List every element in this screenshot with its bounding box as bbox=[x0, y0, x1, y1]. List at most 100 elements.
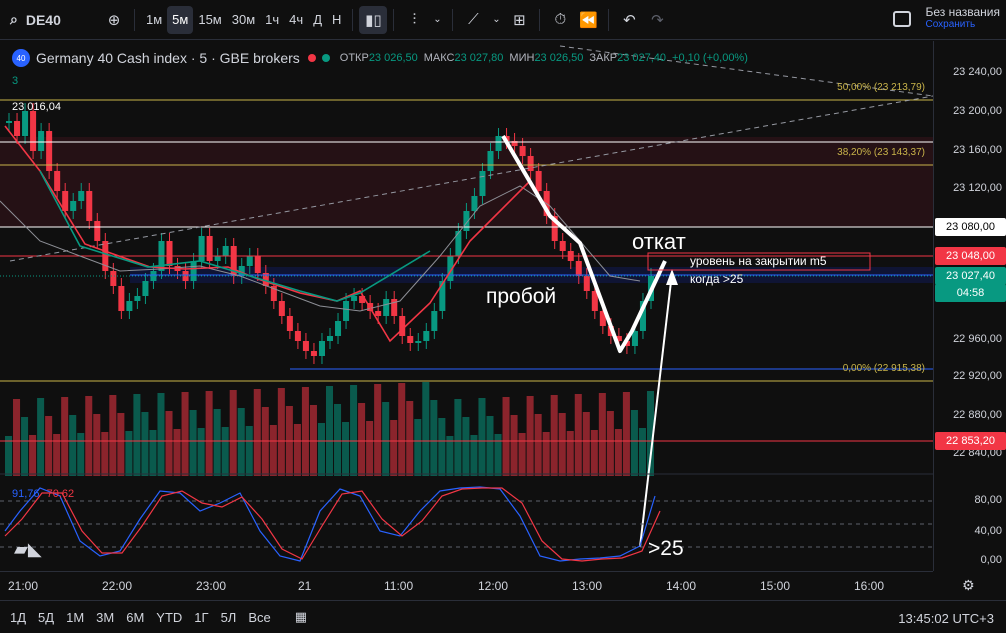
candle bbox=[415, 341, 422, 343]
volume-bar bbox=[590, 430, 598, 476]
volume-bar bbox=[37, 398, 45, 476]
replay-icon[interactable]: ⏪ bbox=[579, 11, 598, 29]
arrow-head bbox=[666, 269, 678, 285]
volume-bar bbox=[598, 393, 606, 476]
plus-circle-icon[interactable]: ⊕ bbox=[107, 11, 121, 29]
symbol-badge: 40 bbox=[12, 49, 30, 67]
indicators-icon[interactable]: ⟋ bbox=[468, 11, 479, 28]
interval-30m[interactable]: 30м bbox=[231, 12, 256, 27]
chevron-down-icon[interactable]: ⌄ bbox=[492, 14, 501, 25]
time-axis[interactable]: 21:00 22:00 23:00 21 11:00 12:00 13:00 1… bbox=[0, 571, 933, 599]
candle bbox=[487, 151, 494, 171]
candle bbox=[519, 146, 526, 156]
settings-icon[interactable]: ⚙ bbox=[962, 577, 975, 593]
interval-15m[interactable]: 15м bbox=[198, 12, 222, 27]
volume-bar bbox=[414, 419, 422, 476]
range-1m[interactable]: 1М bbox=[66, 609, 85, 625]
volume-bar bbox=[438, 418, 446, 476]
chevron-down-icon[interactable]: ⌄ bbox=[433, 14, 442, 25]
candle bbox=[407, 336, 414, 343]
symbol-search[interactable]: ⌕ DE40 bbox=[0, 11, 100, 28]
volume-bar bbox=[526, 396, 534, 476]
osc-tick: 40,00 bbox=[974, 525, 1002, 537]
ma-line bbox=[0, 185, 641, 312]
volume-bar bbox=[494, 434, 502, 476]
interval-1h[interactable]: 1ч bbox=[265, 12, 280, 27]
interval-4h[interactable]: 4ч bbox=[289, 12, 304, 27]
range-6m[interactable]: 6М bbox=[126, 609, 145, 625]
candle bbox=[631, 331, 638, 346]
indicator-count[interactable]: 3 bbox=[12, 75, 19, 87]
volume-bar bbox=[574, 394, 582, 476]
volume-bar bbox=[237, 408, 245, 476]
price-tick: 23 200,00 bbox=[953, 105, 1002, 117]
tag-red-level: 23 048,00 bbox=[935, 247, 1006, 265]
candle bbox=[575, 261, 582, 276]
candles-icon[interactable]: ▮▯ bbox=[359, 5, 388, 34]
range-ytd[interactable]: YTD bbox=[156, 609, 183, 625]
alert-icon[interactable]: ⏱ bbox=[554, 11, 567, 28]
osc-d-line bbox=[4, 487, 661, 562]
price-tick: 22 920,00 bbox=[953, 370, 1002, 382]
fib-0-label: 0,00% (22 915,38) bbox=[842, 363, 925, 374]
range-1d[interactable]: 1Д bbox=[10, 609, 27, 625]
volume-bar bbox=[558, 413, 566, 476]
chart-legend: 40 Germany 40 Cash index · 5 · GBE broke… bbox=[12, 49, 754, 67]
interval-week[interactable]: Н bbox=[332, 12, 342, 27]
range-1y[interactable]: 1Г bbox=[194, 609, 209, 625]
range-3m[interactable]: 3М bbox=[96, 609, 115, 625]
time-tick: 13:00 bbox=[572, 579, 603, 593]
osc-d-value: 70,62 bbox=[46, 488, 75, 500]
bottom-bar: 1Д 5Д 1М 3М 6М YTD 1Г 5Л Все ▦ 13:45:02 … bbox=[0, 600, 1006, 633]
time-tick: 11:00 bbox=[384, 579, 414, 593]
redo-icon[interactable]: ↷ bbox=[651, 11, 664, 29]
chart-canvas[interactable] bbox=[0, 41, 933, 571]
candle bbox=[14, 121, 21, 136]
interval-5m[interactable]: 5м bbox=[167, 5, 194, 34]
volume-bar bbox=[358, 403, 366, 476]
candle bbox=[591, 291, 598, 311]
price-axis[interactable]: 23 240,00 23 200,00 23 160,00 23 120,00 … bbox=[933, 41, 1006, 593]
range-5y[interactable]: 5Л bbox=[220, 609, 237, 625]
divider bbox=[134, 8, 135, 31]
volume-bar bbox=[213, 409, 221, 476]
candle bbox=[479, 171, 486, 196]
undo-icon[interactable]: ↶ bbox=[623, 11, 636, 29]
interval-day[interactable]: Д bbox=[313, 12, 322, 27]
candle bbox=[399, 316, 406, 336]
chart-type-icon[interactable]: ⫶ bbox=[412, 11, 417, 28]
volume-bar bbox=[646, 391, 654, 476]
clock[interactable]: 13:45:02 UTC+3 bbox=[898, 611, 994, 626]
candle bbox=[326, 336, 334, 341]
candle bbox=[190, 261, 197, 281]
range-all[interactable]: Все bbox=[248, 609, 271, 625]
layout-grid-icon[interactable]: ⊞ bbox=[513, 11, 526, 29]
candle bbox=[54, 171, 61, 191]
volume-bar bbox=[149, 430, 157, 476]
workspace-save[interactable]: Сохранить bbox=[925, 19, 976, 30]
candle bbox=[254, 256, 261, 273]
candle bbox=[246, 256, 253, 266]
annotation-down bbox=[501, 134, 667, 353]
candle bbox=[599, 311, 606, 326]
candle bbox=[134, 296, 141, 301]
volume-bar bbox=[342, 422, 350, 476]
workspace[interactable]: Без названия Сохранить bbox=[893, 6, 1000, 31]
calendar-icon[interactable]: ▦ bbox=[294, 609, 308, 624]
volume-bar bbox=[101, 432, 109, 476]
workspace-icon bbox=[893, 10, 912, 27]
interval-1m[interactable]: 1м bbox=[146, 12, 163, 27]
tradingview-logo[interactable]: ▰◣ bbox=[14, 539, 42, 559]
chart-area[interactable]: 40 Germany 40 Cash index · 5 · GBE broke… bbox=[0, 41, 933, 571]
ohlc-close: ЗАКР23 027,40 bbox=[589, 52, 667, 64]
volume-bar bbox=[189, 410, 197, 476]
divider bbox=[393, 8, 395, 31]
candle bbox=[30, 111, 37, 151]
volume-bar bbox=[478, 398, 486, 476]
tag-current-price: 23 027,40 bbox=[935, 267, 1006, 285]
candle bbox=[182, 271, 189, 281]
volume-bar bbox=[173, 429, 181, 476]
high-marker: 23 016,04 bbox=[12, 101, 61, 113]
volume-bar bbox=[53, 434, 61, 476]
range-5d[interactable]: 5Д bbox=[38, 609, 55, 625]
